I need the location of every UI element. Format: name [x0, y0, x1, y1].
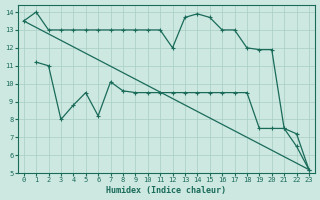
X-axis label: Humidex (Indice chaleur): Humidex (Indice chaleur): [106, 186, 226, 195]
